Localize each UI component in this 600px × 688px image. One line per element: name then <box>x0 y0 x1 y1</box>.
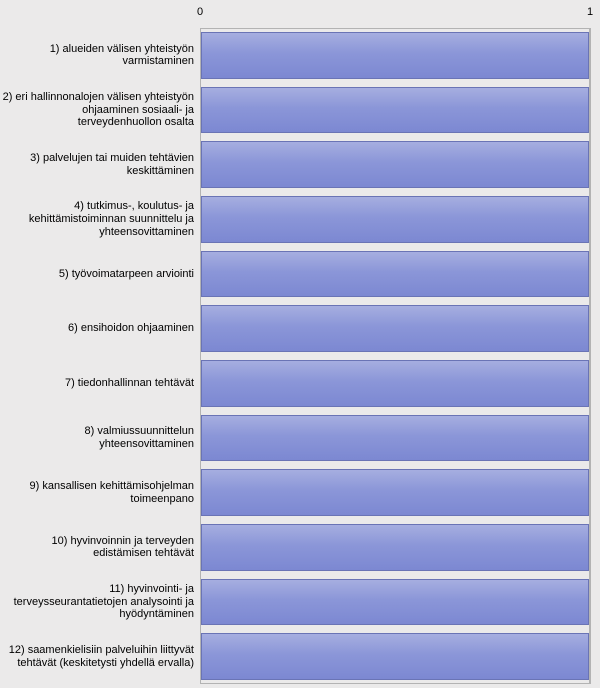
chart-row: 8) valmiussuunnittelun yhteensovittamine… <box>0 411 600 466</box>
row-label: 4) tutkimus-, koulutus- ja kehittämistoi… <box>0 192 200 247</box>
bar-track <box>200 579 590 626</box>
chart-row: 7) tiedonhallinnan tehtävät <box>0 356 600 411</box>
bar <box>201 633 589 680</box>
chart-row: 11) hyvinvointi- ja terveysseurantatieto… <box>0 575 600 630</box>
bar-chart: 01 1) alueiden välisen yhteistyön varmis… <box>0 0 600 688</box>
bar <box>201 524 589 571</box>
x-tick-label: 0 <box>197 6 203 18</box>
row-label: 6) ensihoidon ohjaaminen <box>0 301 200 356</box>
row-label: 8) valmiussuunnittelun yhteensovittamine… <box>0 411 200 466</box>
rows-container: 1) alueiden välisen yhteistyön varmistam… <box>0 28 600 684</box>
chart-row: 10) hyvinvoinnin ja terveyden edistämise… <box>0 520 600 575</box>
chart-row: 4) tutkimus-, koulutus- ja kehittämistoi… <box>0 192 600 247</box>
bar <box>201 87 589 134</box>
row-label: 9) kansallisen kehittämisohjelman toimee… <box>0 465 200 520</box>
bar <box>201 196 589 243</box>
chart-row: 6) ensihoidon ohjaaminen <box>0 301 600 356</box>
bar <box>201 141 589 188</box>
chart-row: 12) saamenkielisiin palveluihin liittyvä… <box>0 629 600 684</box>
row-label: 7) tiedonhallinnan tehtävät <box>0 356 200 411</box>
bar <box>201 360 589 407</box>
bar-track <box>200 141 590 188</box>
bar-track <box>200 524 590 571</box>
bar <box>201 251 589 298</box>
bar <box>201 305 589 352</box>
bar-track <box>200 633 590 680</box>
chart-row: 9) kansallisen kehittämisohjelman toimee… <box>0 465 600 520</box>
chart-row: 3) palvelujen tai muiden tehtävien keski… <box>0 137 600 192</box>
bar-track <box>200 87 590 134</box>
row-label: 1) alueiden välisen yhteistyön varmistam… <box>0 28 200 83</box>
row-label: 12) saamenkielisiin palveluihin liittyvä… <box>0 629 200 684</box>
row-label: 11) hyvinvointi- ja terveysseurantatieto… <box>0 575 200 630</box>
bar-track <box>200 360 590 407</box>
bar-track <box>200 415 590 462</box>
bar-track <box>200 251 590 298</box>
bar-track <box>200 32 590 79</box>
bar-track <box>200 196 590 243</box>
bar <box>201 469 589 516</box>
chart-row: 2) eri hallinnonalojen välisen yhteistyö… <box>0 83 600 138</box>
bar <box>201 415 589 462</box>
x-tick-label: 1 <box>587 6 593 18</box>
chart-row: 1) alueiden välisen yhteistyön varmistam… <box>0 28 600 83</box>
bar-track <box>200 469 590 516</box>
x-axis: 01 <box>200 0 590 28</box>
bar <box>201 32 589 79</box>
row-label: 10) hyvinvoinnin ja terveyden edistämise… <box>0 520 200 575</box>
bar-track <box>200 305 590 352</box>
row-label: 5) työvoimatarpeen arviointi <box>0 247 200 302</box>
row-label: 2) eri hallinnonalojen välisen yhteistyö… <box>0 83 200 138</box>
bar <box>201 579 589 626</box>
chart-row: 5) työvoimatarpeen arviointi <box>0 247 600 302</box>
row-label: 3) palvelujen tai muiden tehtävien keski… <box>0 137 200 192</box>
